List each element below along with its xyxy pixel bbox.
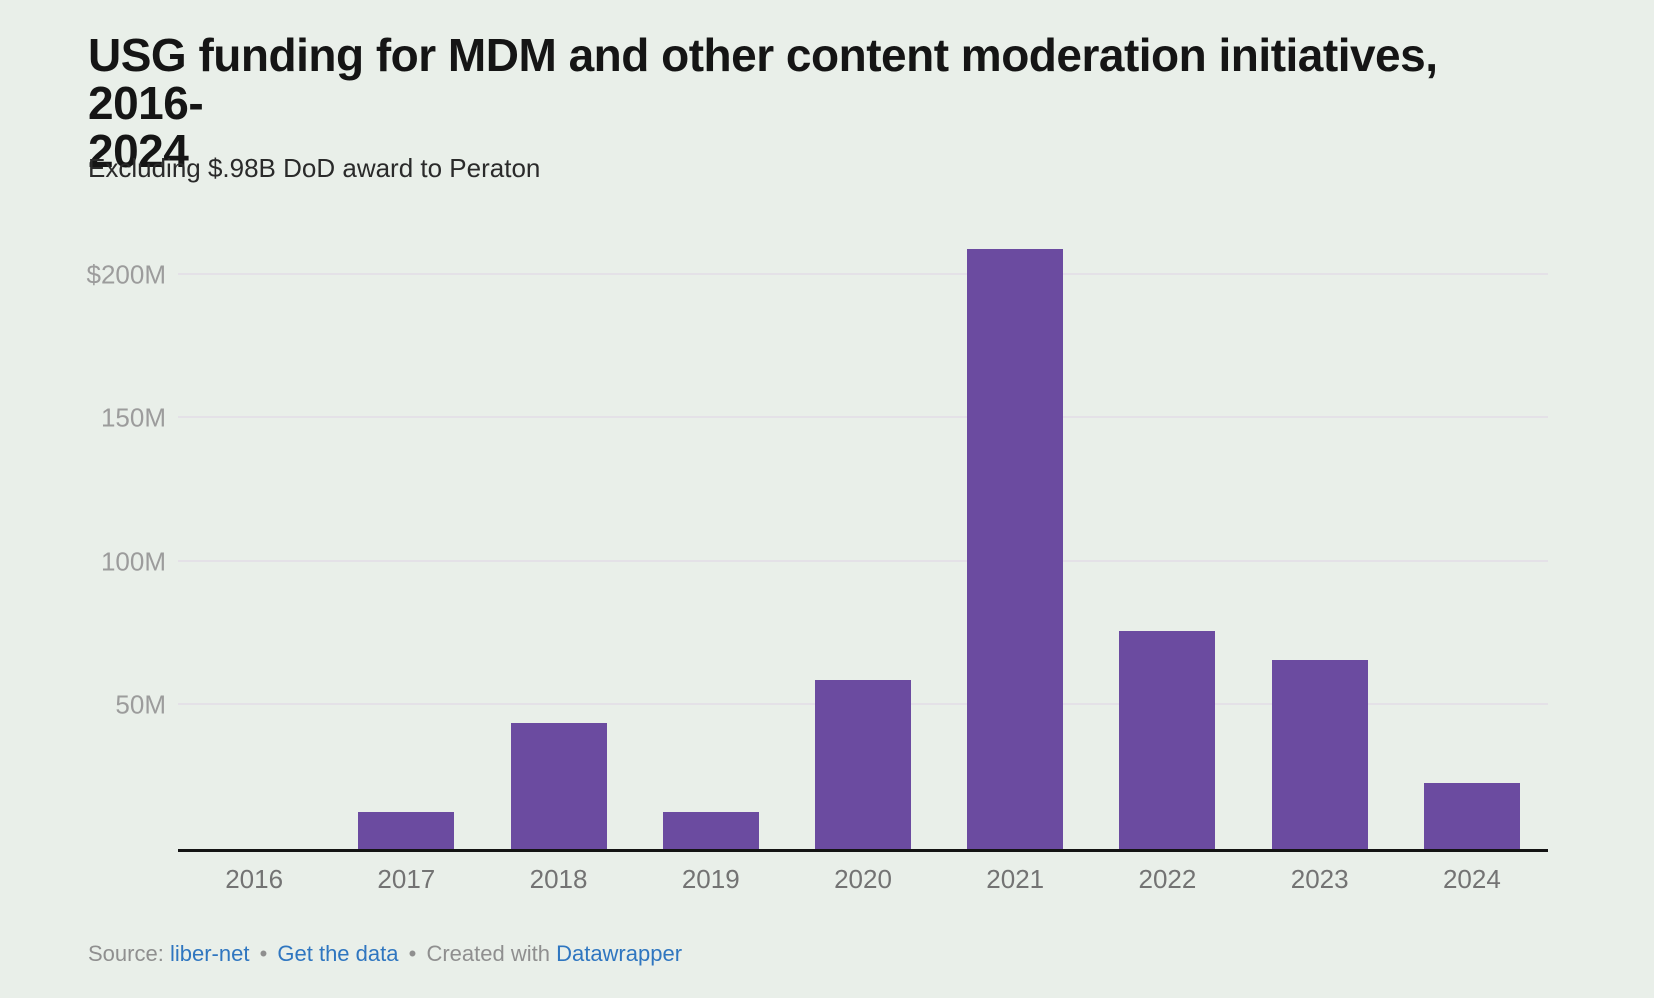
bar-2024 [1423,782,1520,849]
bar-2021 [967,249,1064,849]
x-tick-label-2016: 2016 [225,864,284,894]
x-axis-line [178,849,1548,852]
x-tick-label-2019: 2019 [681,864,740,894]
gridline-150m [178,416,1548,419]
source-link[interactable]: liber-net [169,941,250,966]
gridline-200m [178,272,1548,275]
x-tick-label-2023: 2023 [1290,864,1349,894]
bar-2019 [662,811,759,849]
bar-2023 [1271,659,1368,849]
plot-area: 50M 100M 150M $200M [87,229,1548,852]
chart-title: USG funding for MDM and other content mo… [88,31,1538,175]
bar-2018 [510,722,607,849]
x-axis: 2016 2017 2018 2019 2020 2021 2022 2023 2024 [178,864,1548,894]
y-tick-label-100m: 100M [100,546,166,577]
chart-title-line-1: USG funding for MDM and other content mo… [88,29,1438,129]
gridline-100m [178,559,1548,562]
y-tick-label-50m: 50M [115,689,166,720]
x-tick-label-2024: 2024 [1442,864,1501,894]
x-tick-label-2021: 2021 [986,864,1045,894]
get-the-data-link[interactable]: Get the data [277,941,399,966]
chart-subtitle: Excluding $.98B DoD award to Peraton [88,153,541,183]
x-tick-label-2017: 2017 [377,864,436,894]
bar-2020 [815,679,911,849]
x-tick-label-2022: 2022 [1138,864,1197,894]
chart-title-line-2: 2024 [88,125,189,177]
footer-separator: • [259,941,268,966]
source-label: Source: [88,941,164,966]
bar-2017 [358,811,455,849]
footer-separator: • [408,941,417,966]
y-tick-label-150m: 150M [100,402,166,433]
datawrapper-link[interactable]: Datawrapper [556,941,683,966]
created-with-label: Created with [426,941,550,966]
bar-2022 [1119,630,1216,849]
x-tick-label-2018: 2018 [529,864,588,894]
x-tick-label-2020: 2020 [834,864,892,894]
chart-footer: Source: liber-net • Get the data • Creat… [88,941,682,967]
y-tick-label-200m: $200M [86,259,167,290]
